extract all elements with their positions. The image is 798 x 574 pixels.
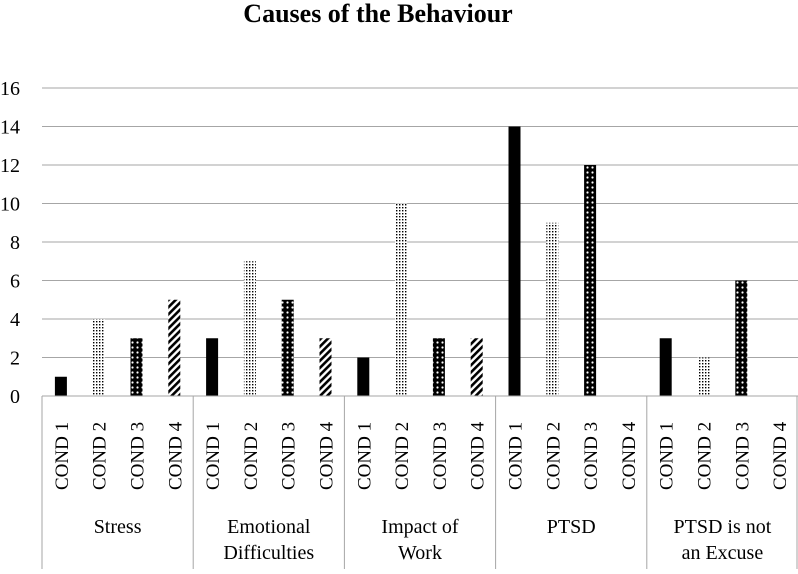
y-tick-label: 16: [0, 78, 20, 100]
x-tick-label: COND 1: [354, 422, 375, 490]
bar: [659, 338, 672, 396]
group-label: PTSD is not: [673, 516, 771, 538]
bar: [319, 338, 332, 396]
y-tick-label: 6: [10, 271, 20, 293]
x-tick-label: COND 4: [770, 421, 791, 490]
x-tick-label: COND 1: [506, 422, 527, 490]
y-tick-label: 4: [10, 309, 20, 331]
y-tick-label: 0: [10, 386, 20, 408]
x-tick-label: COND 4: [619, 421, 640, 490]
bar: [281, 299, 294, 396]
x-tick-label: COND 3: [430, 422, 451, 490]
bar: [470, 338, 483, 396]
group-label: Stress: [94, 516, 142, 538]
x-tick-label: COND 2: [90, 422, 111, 490]
y-tick-label: 2: [10, 348, 20, 370]
x-tick-label: COND 4: [165, 421, 186, 490]
gridlines: [42, 87, 798, 358]
bar: [546, 222, 559, 396]
group-label: Work: [398, 542, 442, 564]
bar: [92, 319, 105, 396]
bar: [735, 280, 748, 396]
x-tick-label: COND 3: [128, 422, 149, 490]
bar: [357, 357, 370, 396]
bar: [130, 338, 143, 396]
y-axis-ticks: 0 2 4 6 8 10 12 14 16: [0, 78, 20, 408]
bar: [508, 126, 521, 396]
y-tick-label: 14: [0, 117, 20, 139]
bar: [697, 357, 710, 396]
bar: [432, 338, 445, 396]
y-tick-label: 8: [10, 232, 20, 254]
group-label: PTSD: [547, 516, 596, 538]
x-tick-label: COND 3: [581, 422, 602, 490]
x-tick-label: COND 3: [279, 422, 300, 490]
x-tick-label: COND 4: [468, 421, 489, 490]
bar: [584, 165, 597, 396]
x-tick-label: COND 1: [657, 422, 678, 490]
group-label: an Excuse: [682, 542, 764, 564]
x-tick-label: COND 4: [317, 421, 338, 490]
y-tick-label: 12: [0, 155, 20, 177]
bar: [243, 261, 256, 396]
bars: [54, 126, 748, 396]
group-label: Impact of: [381, 516, 459, 538]
bar: [395, 203, 408, 396]
bar: [206, 338, 219, 396]
y-tick-label: 10: [0, 194, 20, 216]
x-tick-label: COND 3: [732, 422, 753, 490]
x-tick-label: COND 2: [543, 422, 564, 490]
bar: [54, 376, 67, 396]
x-axis: COND 1 COND 2 COND 3 COND 4 Stress COND 1 COND…: [41, 395, 798, 569]
group-label: Difficulties: [223, 542, 314, 564]
chart-title: Causes of the Behaviour: [243, 0, 512, 28]
bar: [168, 299, 181, 396]
x-tick-label: COND 1: [203, 422, 224, 490]
x-tick-label: COND 2: [695, 422, 716, 490]
x-tick-label: COND 2: [241, 422, 262, 490]
group-label: Emotional: [227, 516, 311, 538]
x-tick-label: COND 1: [52, 422, 73, 490]
x-tick-label: COND 2: [392, 422, 413, 490]
